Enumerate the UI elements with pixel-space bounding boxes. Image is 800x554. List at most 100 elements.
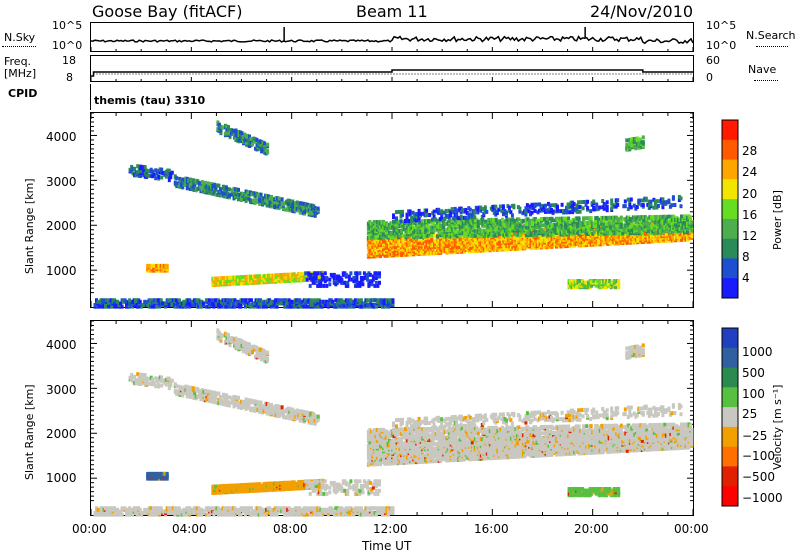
power-cell xyxy=(355,274,359,279)
power-cell xyxy=(276,201,280,205)
power-cell xyxy=(325,283,329,288)
velocity-cell xyxy=(164,377,168,382)
velocity-cell xyxy=(155,379,159,384)
power-cell xyxy=(226,280,230,285)
power-cell xyxy=(325,276,329,280)
power-cell xyxy=(305,304,309,309)
power-cell xyxy=(177,298,181,303)
velocity-cell xyxy=(138,507,142,512)
velocity-cell xyxy=(256,506,259,511)
power-cell xyxy=(135,303,139,307)
power-cell xyxy=(340,277,344,282)
power-cell xyxy=(365,298,369,303)
freq-tick-top: 18 xyxy=(62,54,76,67)
power-cell xyxy=(374,271,378,276)
power-cell xyxy=(225,127,229,132)
velocity-cell xyxy=(314,487,318,492)
power-cell xyxy=(136,170,140,175)
velocity-cell xyxy=(155,512,159,517)
velocity-cell xyxy=(195,512,199,517)
power-cell xyxy=(285,207,289,212)
velocity-cell xyxy=(374,488,378,493)
velocity-cell xyxy=(233,506,237,511)
power-ytick: 2000 xyxy=(46,219,77,233)
power-cell xyxy=(248,134,251,139)
power-cell xyxy=(227,125,230,130)
power-cell xyxy=(280,197,284,202)
velocity-cell xyxy=(157,383,161,387)
velocity-cell xyxy=(154,384,158,389)
power-cell xyxy=(255,145,259,150)
velocity-cell xyxy=(195,509,199,514)
velocity-cell xyxy=(220,333,224,338)
velocity-cell xyxy=(243,340,247,345)
cpid-marker xyxy=(90,84,91,110)
power-cell xyxy=(286,272,290,277)
power-cell xyxy=(218,187,222,192)
power-cell xyxy=(406,252,409,257)
power-ytick: 3000 xyxy=(46,175,77,189)
power-cell xyxy=(221,184,225,189)
nsky-tick-bottom: 10^0 xyxy=(52,39,83,52)
velocity-cell xyxy=(226,483,230,488)
power-cell xyxy=(286,275,290,280)
velocity-cell xyxy=(169,383,173,388)
velocity-cell xyxy=(322,484,326,488)
velocity-cell xyxy=(175,384,179,389)
velocity-cell xyxy=(191,386,195,391)
velocity-cell xyxy=(352,512,356,517)
velocity-cell xyxy=(353,506,357,511)
velocity-cell xyxy=(265,411,269,416)
power-cell xyxy=(226,195,230,200)
power-cell xyxy=(277,196,281,201)
power-cell xyxy=(240,131,244,136)
freq-panel xyxy=(90,55,694,82)
velocity-cb-tick: −500 xyxy=(742,470,775,484)
power-cell xyxy=(270,195,274,199)
velocity-cell xyxy=(160,383,164,388)
velocity-ytick: 2000 xyxy=(46,427,77,441)
nave-dotline xyxy=(754,80,778,81)
power-cell xyxy=(164,174,168,179)
power-cell xyxy=(110,304,114,309)
power-cell xyxy=(206,181,210,186)
power-cell xyxy=(139,174,143,178)
power-cell xyxy=(258,201,262,206)
cpid-value: themis (tau) 3310 xyxy=(94,94,206,107)
velocity-ytick: 3000 xyxy=(46,383,77,397)
velocity-cell xyxy=(251,350,254,355)
velocity-cell xyxy=(174,506,178,511)
power-ytick: 4000 xyxy=(46,130,77,144)
velocity-cell xyxy=(135,506,139,511)
power-cell xyxy=(433,233,437,238)
power-cell xyxy=(326,301,330,306)
power-cell xyxy=(210,298,214,303)
power-ytick: 1000 xyxy=(46,264,77,278)
power-cell xyxy=(167,178,171,183)
velocity-cell xyxy=(355,479,359,484)
velocity-cell xyxy=(226,395,230,400)
velocity-cell xyxy=(283,480,287,485)
velocity-cell xyxy=(177,506,181,511)
power-cell xyxy=(273,200,277,205)
power-cell xyxy=(233,298,237,303)
velocity-cell xyxy=(207,506,211,511)
velocity-cell xyxy=(128,506,132,511)
power-cell xyxy=(355,271,359,276)
power-cell xyxy=(349,271,353,276)
velocity-cell xyxy=(266,356,270,361)
power-cell xyxy=(138,299,142,304)
velocity-cb-tick: −100 xyxy=(742,449,775,463)
velocity-cell xyxy=(332,484,336,488)
velocity-cell xyxy=(361,490,365,495)
velocity-cell xyxy=(305,485,309,490)
power-cell xyxy=(286,304,290,309)
velocity-cell xyxy=(218,395,222,400)
power-cell xyxy=(136,164,140,169)
velocity-cell xyxy=(152,380,156,385)
velocity-cell xyxy=(240,339,244,344)
velocity-cell xyxy=(376,491,380,496)
nave-tick-bottom: 0 xyxy=(706,71,713,84)
velocity-cell xyxy=(261,356,265,361)
power-cell xyxy=(256,279,260,283)
